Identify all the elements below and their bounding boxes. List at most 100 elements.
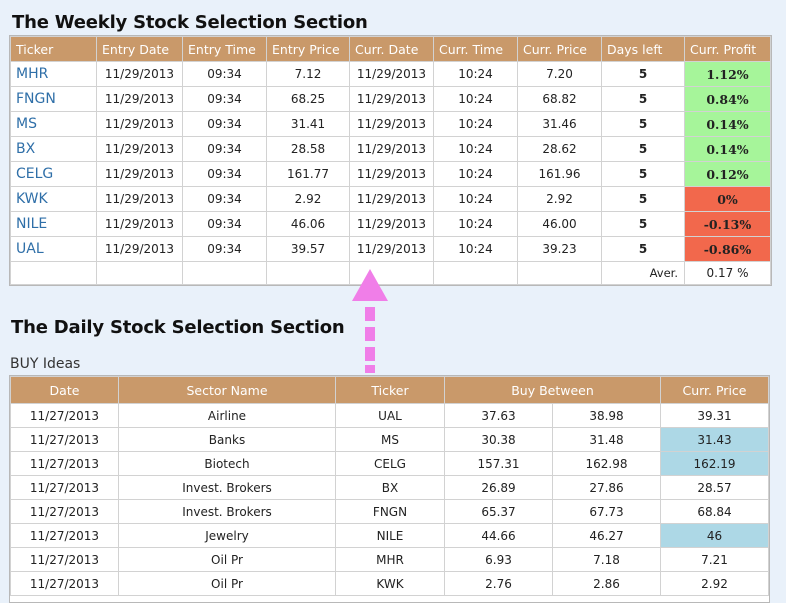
ticker-link[interactable]: NILE [10, 211, 97, 237]
curr-price-cell: 2.92 [660, 571, 769, 596]
entry-time-cell: 09:34 [182, 61, 267, 87]
sector-name-cell: Banks [118, 427, 336, 452]
table-row: 11/27/2013 Oil Pr MHR 6.93 7.18 7.21 [10, 547, 769, 572]
daily-header-row: Date Sector Name Ticker Buy Between Curr… [10, 376, 769, 404]
date-cell: 11/27/2013 [10, 427, 119, 452]
curr-time-cell: 10:24 [433, 61, 518, 87]
col-header-entry-date: Entry Date [96, 36, 183, 62]
buy-low-cell: 44.66 [444, 523, 553, 548]
ticker-link[interactable]: MS [10, 111, 97, 137]
date-cell: 11/27/2013 [10, 403, 119, 428]
curr-time-cell: 10:24 [433, 211, 518, 237]
entry-time-cell: 09:34 [182, 86, 267, 112]
date-cell: 11/27/2013 [10, 499, 119, 524]
curr-price-cell: 28.57 [660, 475, 769, 500]
ticker-link[interactable]: FNGN [10, 86, 97, 112]
empty-cell [96, 261, 183, 285]
buy-low-cell: 6.93 [444, 547, 553, 572]
curr-price-cell: 7.21 [660, 547, 769, 572]
entry-price-cell: 2.92 [266, 186, 350, 212]
days-left-cell: 5 [601, 111, 685, 137]
curr-profit-cell: 0% [684, 186, 771, 212]
entry-date-cell: 11/29/2013 [96, 211, 183, 237]
ticker-link[interactable]: CELG [10, 161, 97, 187]
buy-high-cell: 27.86 [552, 475, 661, 500]
curr-time-cell: 10:24 [433, 111, 518, 137]
col-header-ticker: Ticker [335, 376, 445, 404]
curr-date-cell: 11/29/2013 [349, 236, 434, 262]
date-cell: 11/27/2013 [10, 523, 119, 548]
entry-price-cell: 31.41 [266, 111, 350, 137]
curr-price-cell: 7.20 [517, 61, 602, 87]
buy-low-cell: 65.37 [444, 499, 553, 524]
curr-price-cell: 28.62 [517, 136, 602, 162]
ticker-cell: CELG [335, 451, 445, 476]
ticker-link[interactable]: BX [10, 136, 97, 162]
curr-time-cell: 10:24 [433, 236, 518, 262]
entry-date-cell: 11/29/2013 [96, 136, 183, 162]
col-header-date: Date [10, 376, 119, 404]
curr-date-cell: 11/29/2013 [349, 111, 434, 137]
ticker-cell: MHR [335, 547, 445, 572]
empty-cell [349, 261, 434, 285]
curr-profit-cell: 0.84% [684, 86, 771, 112]
buy-high-cell: 2.86 [552, 571, 661, 596]
weekly-header-row: Ticker Entry Date Entry Time Entry Price… [10, 36, 771, 62]
ticker-link[interactable]: MHR [10, 61, 97, 87]
entry-price-cell: 161.77 [266, 161, 350, 187]
table-row: KWK 11/29/2013 09:34 2.92 11/29/2013 10:24 2.9… [10, 186, 771, 212]
daily-buy-ideas-table: Date Sector Name Ticker Buy Between Curr… [10, 376, 769, 596]
curr-profit-cell: -0.86% [684, 236, 771, 262]
sector-name-cell: Oil Pr [118, 547, 336, 572]
curr-date-cell: 11/29/2013 [349, 136, 434, 162]
entry-price-cell: 68.25 [266, 86, 350, 112]
table-row: CELG 11/29/2013 09:34 161.77 11/29/2013 10:24… [10, 161, 771, 187]
buy-low-cell: 37.63 [444, 403, 553, 428]
curr-time-cell: 10:24 [433, 136, 518, 162]
days-left-cell: 5 [601, 236, 685, 262]
buy-low-cell: 26.89 [444, 475, 553, 500]
col-header-curr-time: Curr. Time [433, 36, 518, 62]
curr-date-cell: 11/29/2013 [349, 161, 434, 187]
buy-high-cell: 46.27 [552, 523, 661, 548]
empty-cell [433, 261, 518, 285]
entry-price-cell: 7.12 [266, 61, 350, 87]
empty-cell [10, 261, 97, 285]
average-label: Aver. [601, 261, 685, 285]
weekly-table-container: Ticker Entry Date Entry Time Entry Price… [9, 35, 772, 286]
col-header-entry-time: Entry Time [182, 36, 267, 62]
curr-time-cell: 10:24 [433, 186, 518, 212]
ticker-link[interactable]: UAL [10, 236, 97, 262]
table-row: FNGN 11/29/2013 09:34 68.25 11/29/2013 10:24 6… [10, 86, 771, 112]
daily-table-container: Date Sector Name Ticker Buy Between Curr… [9, 375, 770, 603]
curr-price-cell: 46 [660, 523, 769, 548]
sector-name-cell: Jewelry [118, 523, 336, 548]
curr-price-cell: 2.92 [517, 186, 602, 212]
ticker-link[interactable]: KWK [10, 186, 97, 212]
date-cell: 11/27/2013 [10, 547, 119, 572]
weekly-average-row: Aver. 0.17 % [10, 261, 771, 285]
entry-price-cell: 46.06 [266, 211, 350, 237]
buy-high-cell: 7.18 [552, 547, 661, 572]
entry-date-cell: 11/29/2013 [96, 61, 183, 87]
entry-time-cell: 09:34 [182, 161, 267, 187]
entry-time-cell: 09:34 [182, 186, 267, 212]
col-header-sector-name: Sector Name [118, 376, 336, 404]
empty-cell [517, 261, 602, 285]
curr-price-cell: 39.31 [660, 403, 769, 428]
curr-price-cell: 31.43 [660, 427, 769, 452]
entry-time-cell: 09:34 [182, 236, 267, 262]
ticker-cell: FNGN [335, 499, 445, 524]
table-row: UAL 11/29/2013 09:34 39.57 11/29/2013 10:24 39… [10, 236, 771, 262]
weekly-section-title: The Weekly Stock Selection Section [12, 12, 368, 33]
ticker-cell: UAL [335, 403, 445, 428]
col-header-curr-profit: Curr. Profit [684, 36, 771, 62]
curr-price-cell: 68.84 [660, 499, 769, 524]
col-header-buy-between: Buy Between [444, 376, 661, 404]
entry-date-cell: 11/29/2013 [96, 111, 183, 137]
table-row: 11/27/2013 Jewelry NILE 44.66 46.27 46 [10, 523, 769, 548]
buy-low-cell: 30.38 [444, 427, 553, 452]
empty-cell [182, 261, 267, 285]
ticker-cell: KWK [335, 571, 445, 596]
col-header-entry-price: Entry Price [266, 36, 350, 62]
